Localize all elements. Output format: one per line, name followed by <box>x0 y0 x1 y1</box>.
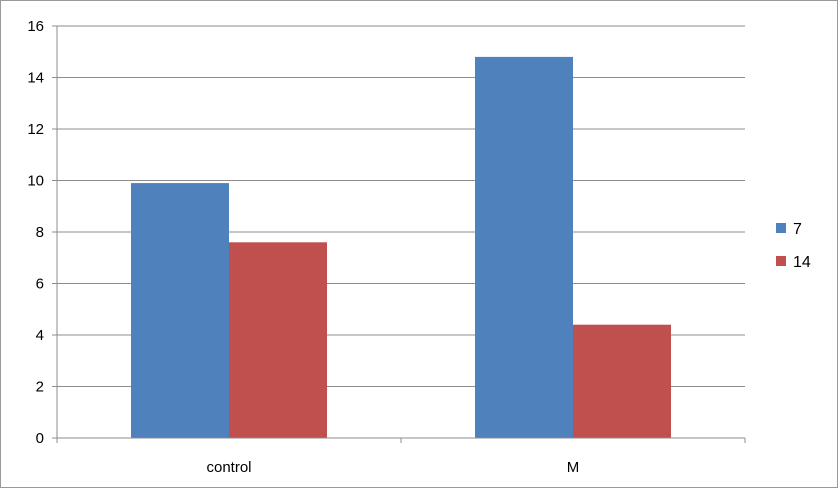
y-tick-label: 16 <box>27 18 44 35</box>
x-category-label: M <box>567 459 580 476</box>
bar-14-control <box>229 242 327 438</box>
y-tick-label: 12 <box>27 121 44 138</box>
x-category-label: control <box>206 459 251 476</box>
legend-swatch <box>776 223 786 233</box>
bar-14-M <box>573 324 671 438</box>
y-tick-label: 8 <box>36 224 44 241</box>
y-tick-label: 0 <box>36 430 44 447</box>
y-tick-label: 2 <box>36 379 44 396</box>
y-tick-label: 10 <box>27 173 44 190</box>
y-tick-label: 6 <box>36 276 44 293</box>
y-tick-label: 14 <box>27 70 44 87</box>
bar-7-M <box>475 56 573 439</box>
y-tick-label: 4 <box>36 327 44 344</box>
legend-label: 14 <box>793 254 811 271</box>
legend: 7 14 <box>776 221 811 271</box>
legend-swatch <box>776 256 786 266</box>
axes <box>52 25 746 443</box>
bar-7-control <box>131 183 229 438</box>
bars <box>131 56 671 439</box>
legend-label: 7 <box>793 221 802 238</box>
x-category-labels: control M <box>206 459 579 476</box>
y-tick-labels: 0 2 4 6 8 10 12 14 16 <box>27 18 44 447</box>
